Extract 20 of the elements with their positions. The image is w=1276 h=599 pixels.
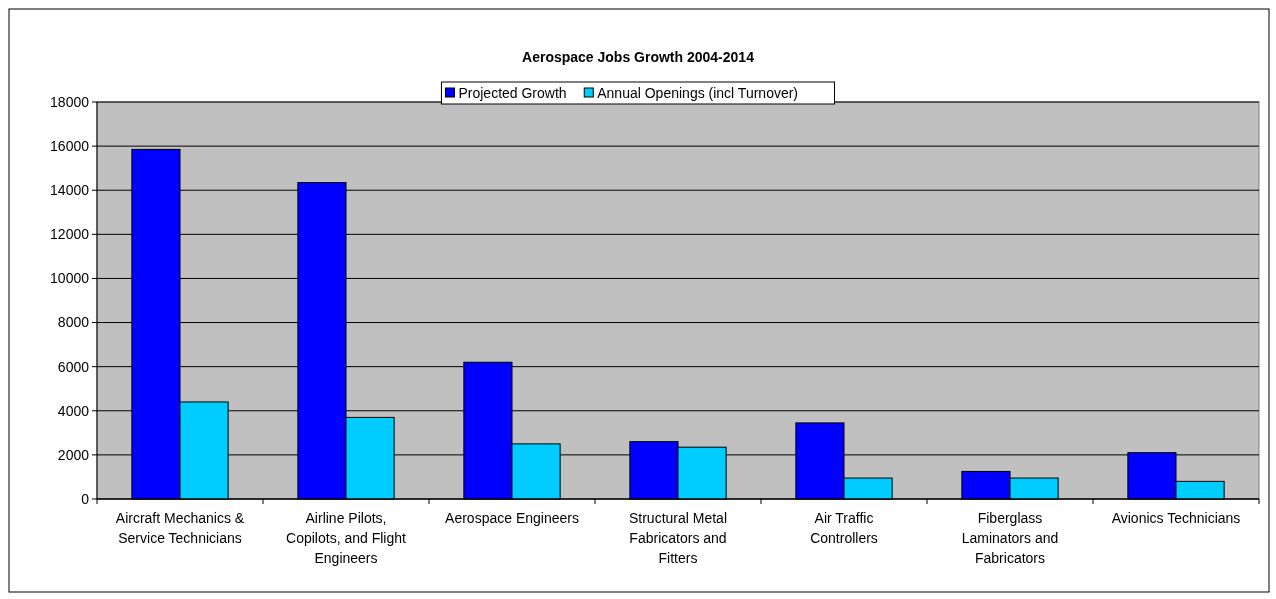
y-tick-label: 4000 bbox=[57, 402, 90, 419]
legend-label: Projected Growth bbox=[458, 84, 567, 101]
y-tick-label: 2000 bbox=[57, 446, 90, 463]
y-tick-label: 6000 bbox=[57, 358, 90, 375]
x-tick-label: Air Traffic Controllers bbox=[810, 510, 878, 546]
y-tick-label: 16000 bbox=[50, 138, 90, 155]
y-tick-label: 10000 bbox=[50, 270, 90, 287]
y-tick-label: 0 bbox=[81, 490, 90, 507]
y-tick-label: 18000 bbox=[50, 93, 90, 110]
y-tick-label: 8000 bbox=[57, 314, 90, 331]
y-tick-label: 14000 bbox=[50, 182, 90, 199]
x-tick-label: Aerospace Engineers bbox=[445, 510, 579, 526]
x-tick-label: Airline Pilots, Copilots, and Flight Engineers bbox=[286, 510, 407, 566]
y-tick-label: 12000 bbox=[50, 226, 90, 243]
x-tick-label: Avionics Technicians bbox=[1111, 510, 1241, 526]
x-tick-label: Aircraft Mechanics & Service Technicians bbox=[115, 510, 245, 546]
legend-label: Annual Openings (incl Turnover) bbox=[597, 84, 799, 101]
chart-title: Aerospace Jobs Growth 2004-2014 bbox=[522, 49, 755, 65]
x-tick-label: Fiberglass Laminators and Fabricators bbox=[961, 510, 1059, 566]
x-tick-label: Structural Metal Fabricators and Fitters bbox=[628, 510, 728, 566]
